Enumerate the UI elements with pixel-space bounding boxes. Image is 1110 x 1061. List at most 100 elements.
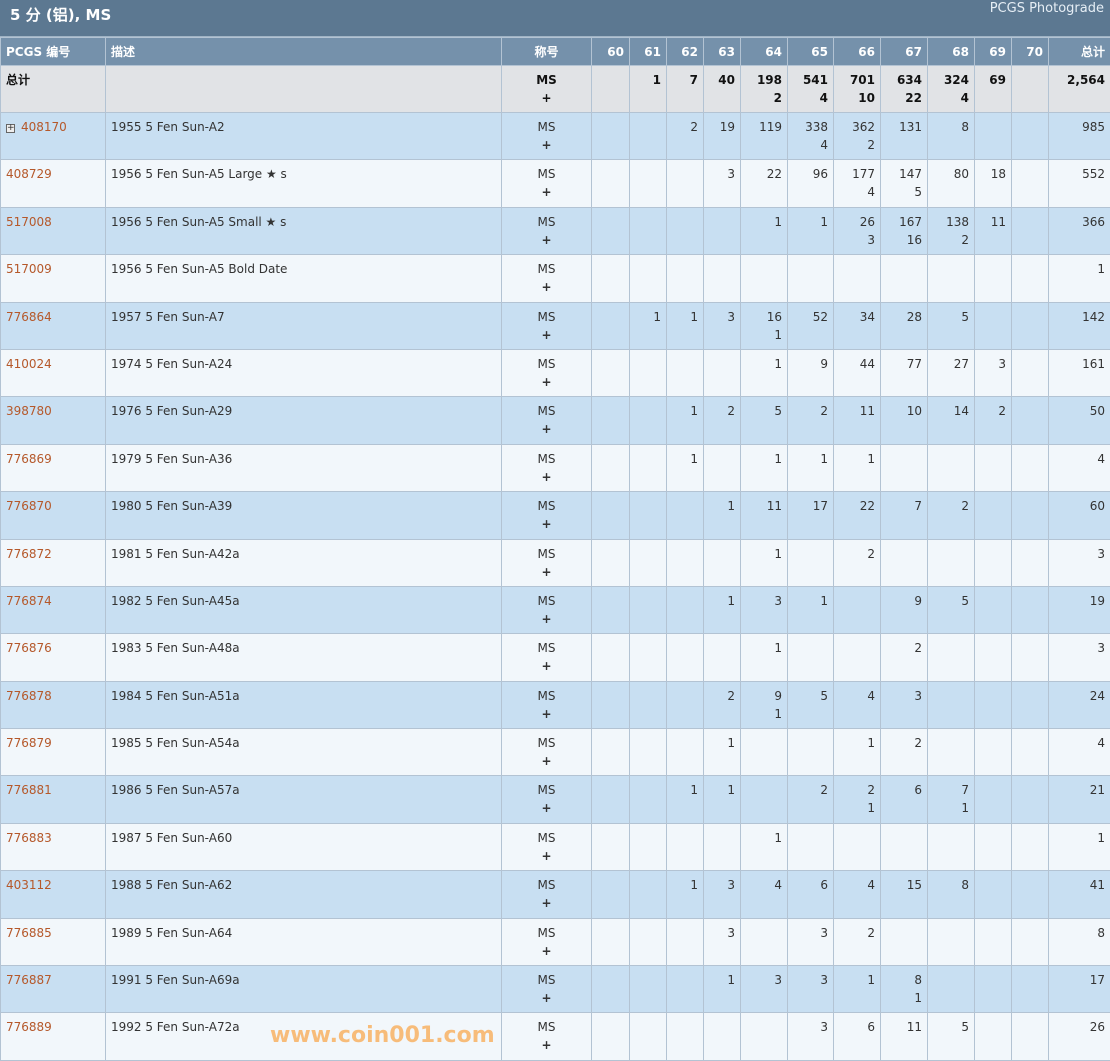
column-header-grade-66[interactable]: 66 bbox=[834, 38, 881, 66]
plus-grade-count[interactable]: 5 bbox=[886, 183, 922, 201]
row-total[interactable]: 50 bbox=[1090, 404, 1105, 418]
pcgs-code-link[interactable]: 517009 bbox=[6, 262, 52, 276]
grade-count[interactable]: 26 bbox=[839, 213, 875, 231]
grade-count[interactable]: 5 bbox=[793, 687, 828, 705]
pcgs-code-link[interactable]: 398780 bbox=[6, 404, 52, 418]
grade-count[interactable]: 338 bbox=[793, 118, 828, 136]
grade-count[interactable]: 5 bbox=[746, 402, 782, 420]
grade-count[interactable]: 5 bbox=[933, 308, 969, 326]
grade-count[interactable]: 1 bbox=[709, 734, 735, 752]
grade-count[interactable]: 167 bbox=[886, 213, 922, 231]
grade-count[interactable]: 11 bbox=[980, 213, 1006, 231]
grade-count[interactable]: 4 bbox=[746, 876, 782, 894]
grade-count[interactable]: 2 bbox=[793, 402, 828, 420]
grade-count[interactable]: 1 bbox=[635, 71, 661, 89]
row-total[interactable]: 1 bbox=[1097, 262, 1105, 276]
pcgs-code-link[interactable]: 776870 bbox=[6, 499, 52, 513]
grade-count[interactable]: 2 bbox=[886, 639, 922, 657]
column-header-total[interactable]: 总计 bbox=[1049, 38, 1110, 66]
grade-count[interactable]: 147 bbox=[886, 165, 922, 183]
grade-count[interactable]: 10 bbox=[886, 402, 922, 420]
column-header-desc[interactable]: 描述 bbox=[106, 38, 502, 66]
grade-count[interactable]: 138 bbox=[933, 213, 969, 231]
grade-count[interactable]: 16 bbox=[746, 308, 782, 326]
grade-count[interactable]: 2 bbox=[709, 402, 735, 420]
plus-grade-count[interactable]: 16 bbox=[886, 231, 922, 249]
plus-grade-count[interactable]: 3 bbox=[839, 231, 875, 249]
pcgs-code-link[interactable]: 776885 bbox=[6, 926, 52, 940]
plus-grade-count[interactable]: 1 bbox=[746, 326, 782, 344]
grade-count[interactable]: 2 bbox=[709, 687, 735, 705]
grade-count[interactable]: 362 bbox=[839, 118, 875, 136]
grade-count[interactable]: 7 bbox=[672, 71, 698, 89]
grade-count[interactable]: 1 bbox=[793, 213, 828, 231]
plus-grade-count[interactable]: 4 bbox=[839, 183, 875, 201]
pcgs-code-link[interactable]: 776883 bbox=[6, 831, 52, 845]
pcgs-code-link[interactable]: 776881 bbox=[6, 783, 52, 797]
grade-count[interactable]: 7 bbox=[886, 497, 922, 515]
grade-count[interactable]: 5 bbox=[933, 592, 969, 610]
pcgs-code-link[interactable]: 408170 bbox=[21, 120, 67, 134]
grade-count[interactable]: 1 bbox=[746, 639, 782, 657]
row-total[interactable]: 985 bbox=[1082, 120, 1105, 134]
plus-grade-count[interactable]: 1 bbox=[933, 799, 969, 817]
row-total[interactable]: 366 bbox=[1082, 215, 1105, 229]
grade-count[interactable]: 1 bbox=[709, 781, 735, 799]
grade-count[interactable]: 4 bbox=[839, 876, 875, 894]
grade-count[interactable]: 3 bbox=[709, 876, 735, 894]
column-header-grade-60[interactable]: 60 bbox=[592, 38, 630, 66]
column-header-code[interactable]: PCGS 编号 bbox=[1, 38, 106, 66]
row-total[interactable]: 8 bbox=[1097, 926, 1105, 940]
grade-count[interactable]: 198 bbox=[746, 71, 782, 89]
grade-count[interactable]: 3 bbox=[793, 1018, 828, 1036]
plus-grade-count[interactable]: 2 bbox=[933, 231, 969, 249]
column-header-grade-69[interactable]: 69 bbox=[975, 38, 1012, 66]
row-total[interactable]: 4 bbox=[1097, 452, 1105, 466]
grade-count[interactable]: 15 bbox=[886, 876, 922, 894]
grade-count[interactable]: 2 bbox=[793, 781, 828, 799]
grade-count[interactable]: 4 bbox=[839, 687, 875, 705]
grade-count[interactable]: 9 bbox=[746, 687, 782, 705]
row-total[interactable]: 3 bbox=[1097, 641, 1105, 655]
grade-count[interactable]: 1 bbox=[793, 592, 828, 610]
grade-count[interactable]: 3 bbox=[709, 165, 735, 183]
grade-count[interactable]: 14 bbox=[933, 402, 969, 420]
row-total[interactable]: 60 bbox=[1090, 499, 1105, 513]
grade-count[interactable]: 2 bbox=[886, 734, 922, 752]
plus-grade-count[interactable]: 1 bbox=[746, 705, 782, 723]
plus-grade-count[interactable]: 22 bbox=[886, 89, 922, 107]
grade-count[interactable]: 2 bbox=[839, 545, 875, 563]
grade-count[interactable]: 119 bbox=[746, 118, 782, 136]
grade-count[interactable]: 324 bbox=[933, 71, 969, 89]
column-header-grade-64[interactable]: 64 bbox=[741, 38, 788, 66]
pcgs-code-link[interactable]: 776887 bbox=[6, 973, 52, 987]
grade-count[interactable]: 96 bbox=[793, 165, 828, 183]
grade-count[interactable]: 3 bbox=[709, 308, 735, 326]
grade-count[interactable]: 634 bbox=[886, 71, 922, 89]
column-header-designation[interactable]: 称号 bbox=[502, 38, 592, 66]
grade-count[interactable]: 1 bbox=[839, 450, 875, 468]
grade-count[interactable]: 28 bbox=[886, 308, 922, 326]
grade-count[interactable]: 3 bbox=[746, 592, 782, 610]
grade-count[interactable]: 1 bbox=[746, 545, 782, 563]
grade-count[interactable]: 8 bbox=[933, 876, 969, 894]
row-total[interactable]: 41 bbox=[1090, 878, 1105, 892]
column-header-grade-70[interactable]: 70 bbox=[1012, 38, 1049, 66]
grade-count[interactable]: 11 bbox=[839, 402, 875, 420]
grade-count[interactable]: 1 bbox=[746, 355, 782, 373]
plus-grade-count[interactable]: 1 bbox=[839, 799, 875, 817]
grade-count[interactable]: 8 bbox=[933, 118, 969, 136]
row-total[interactable]: 26 bbox=[1090, 1020, 1105, 1034]
grade-count[interactable]: 6 bbox=[839, 1018, 875, 1036]
grade-count[interactable]: 2 bbox=[980, 402, 1006, 420]
grade-count[interactable]: 27 bbox=[933, 355, 969, 373]
plus-grade-count[interactable]: 4 bbox=[793, 136, 828, 154]
row-total[interactable]: 2,564 bbox=[1067, 73, 1105, 87]
row-total[interactable]: 19 bbox=[1090, 594, 1105, 608]
grade-count[interactable]: 9 bbox=[793, 355, 828, 373]
column-header-grade-61[interactable]: 61 bbox=[630, 38, 667, 66]
grade-count[interactable]: 2 bbox=[839, 924, 875, 942]
grade-count[interactable]: 22 bbox=[839, 497, 875, 515]
row-total[interactable]: 21 bbox=[1090, 783, 1105, 797]
grade-count[interactable]: 1 bbox=[709, 971, 735, 989]
